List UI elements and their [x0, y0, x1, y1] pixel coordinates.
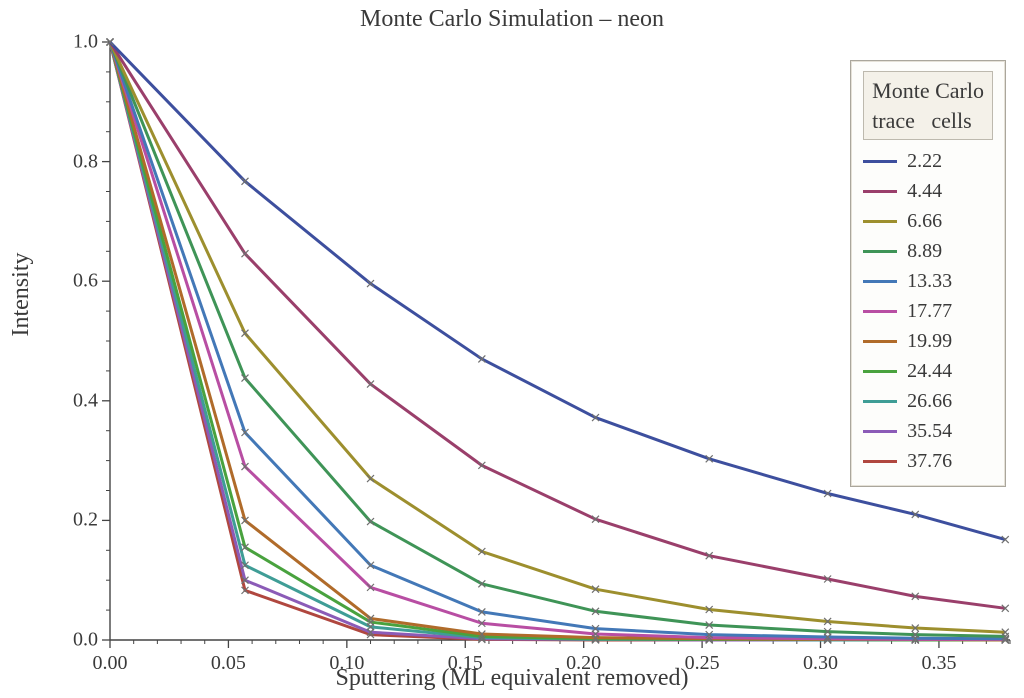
legend-item: 37.76 — [863, 446, 993, 476]
legend-item: 13.33 — [863, 266, 993, 296]
chart-root: Monte Carlo Simulation – neon Intensity … — [0, 0, 1024, 698]
y-tick-label: 0.4 — [66, 389, 98, 412]
legend-item: 35.54 — [863, 416, 993, 446]
legend-label: 24.44 — [907, 360, 952, 383]
x-tick-label: 0.15 — [448, 652, 483, 675]
legend-label: 2.22 — [907, 150, 942, 173]
legend-label: 37.76 — [907, 450, 952, 473]
legend-swatch — [863, 160, 897, 163]
legend-swatch — [863, 460, 897, 463]
legend-label: 6.66 — [907, 210, 942, 233]
legend-swatch — [863, 310, 897, 313]
y-tick-label: 0.0 — [66, 629, 98, 652]
legend-swatch — [863, 190, 897, 193]
legend-swatch — [863, 430, 897, 433]
x-tick-label: 0.10 — [329, 652, 364, 675]
y-tick-label: 0.6 — [66, 270, 98, 293]
legend-items: 2.22 4.44 6.66 8.89 13.33 17.77 19.99 24.44 26.6… — [863, 146, 993, 476]
legend-label: 19.99 — [907, 330, 952, 353]
legend-label: 8.89 — [907, 240, 942, 263]
legend-swatch — [863, 370, 897, 373]
legend-swatch — [863, 250, 897, 253]
y-tick-label: 1.0 — [66, 31, 98, 54]
legend-box: Monte Carlotrace cells 2.22 4.44 6.66 8.89 1… — [850, 60, 1006, 487]
legend-title: Monte Carlotrace cells — [863, 71, 993, 140]
legend-item: 8.89 — [863, 236, 993, 266]
legend-item: 6.66 — [863, 206, 993, 236]
x-axis-label: Sputtering (ML equivalent removed) — [0, 665, 1024, 692]
legend-label: 4.44 — [907, 180, 942, 203]
legend-label: 13.33 — [907, 270, 952, 293]
legend-item: 4.44 — [863, 176, 993, 206]
y-axis-label: Intensity — [8, 253, 35, 337]
legend-label: 17.77 — [907, 300, 952, 323]
legend-item: 24.44 — [863, 356, 993, 386]
legend-item: 17.77 — [863, 296, 993, 326]
legend-swatch — [863, 400, 897, 403]
x-tick-label: 0.25 — [685, 652, 720, 675]
legend-label: 26.66 — [907, 390, 952, 413]
legend-label: 35.54 — [907, 420, 952, 443]
legend-item: 19.99 — [863, 326, 993, 356]
x-tick-label: 0.30 — [803, 652, 838, 675]
legend-swatch — [863, 220, 897, 223]
legend-item: 26.66 — [863, 386, 993, 416]
y-tick-label: 0.2 — [66, 509, 98, 532]
x-tick-label: 0.05 — [211, 652, 246, 675]
x-tick-label: 0.35 — [921, 652, 956, 675]
chart-title: Monte Carlo Simulation – neon — [0, 6, 1024, 33]
legend-swatch — [863, 340, 897, 343]
x-tick-label: 0.00 — [93, 652, 128, 675]
x-tick-label: 0.20 — [566, 652, 601, 675]
legend-item: 2.22 — [863, 146, 993, 176]
y-tick-label: 0.8 — [66, 150, 98, 173]
legend-swatch — [863, 280, 897, 283]
